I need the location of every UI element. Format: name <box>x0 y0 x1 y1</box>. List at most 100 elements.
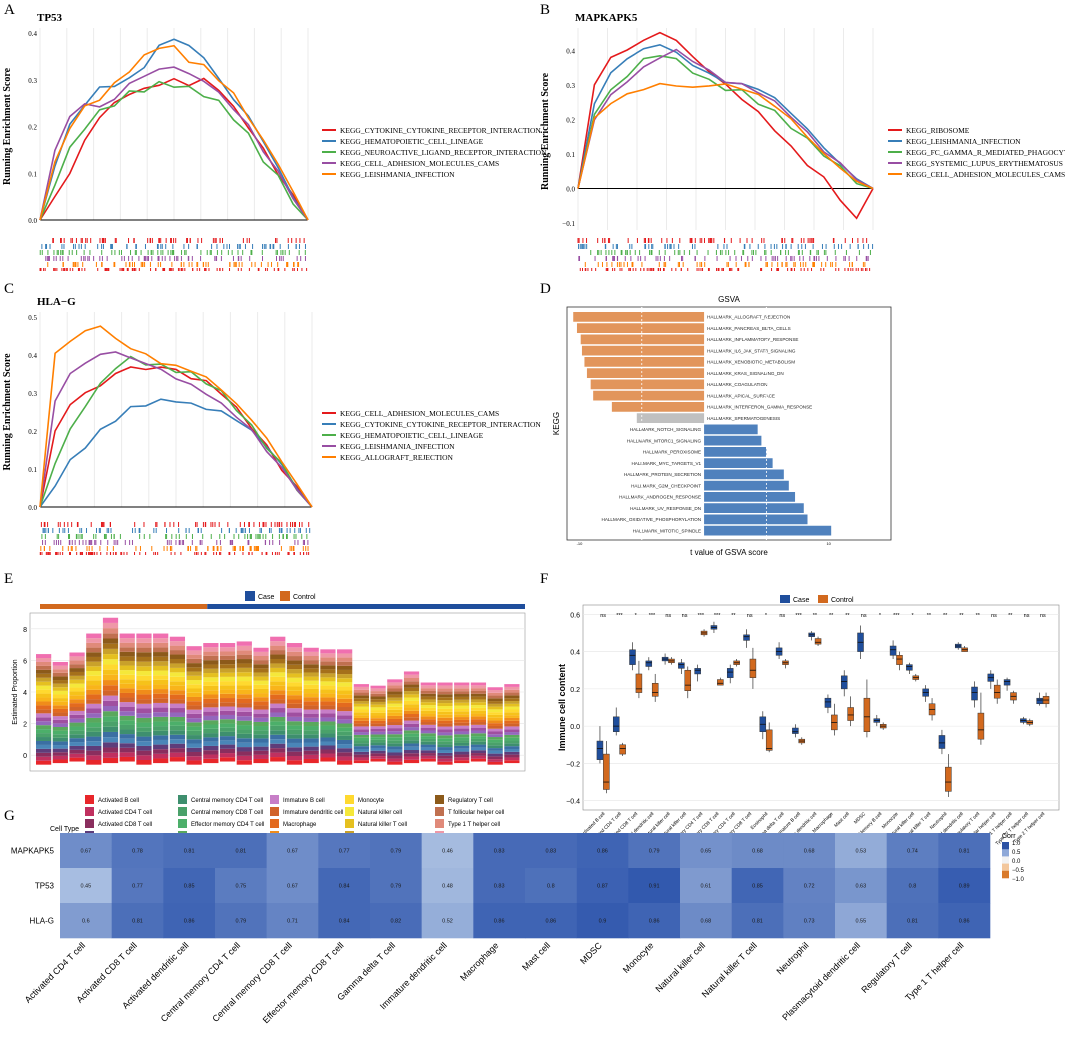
stack-segment <box>353 726 369 730</box>
box <box>612 716 620 732</box>
legend-key <box>270 819 279 828</box>
cell-value: 0.86 <box>494 919 505 925</box>
stack-segment <box>320 737 336 742</box>
stack-segment <box>487 698 503 702</box>
stack-segment <box>320 701 336 706</box>
stack-segment <box>454 702 470 706</box>
box <box>743 634 750 641</box>
stack-segment <box>136 675 152 681</box>
stack-segment <box>253 746 269 751</box>
stack-segment <box>504 695 520 699</box>
stack-segment <box>36 721 52 726</box>
legend-key-control <box>280 591 290 601</box>
pathway-label: HALLMARK_PEROXISOME <box>643 450 701 455</box>
stack-segment <box>504 723 520 727</box>
stack-segment <box>203 715 219 721</box>
stack-segment <box>353 740 369 744</box>
stack-segment <box>186 696 202 702</box>
stack-segment <box>69 671 85 676</box>
significance-label: ** <box>731 613 736 619</box>
cell-value: 0.68 <box>804 849 815 855</box>
heat-cell <box>266 903 319 939</box>
stack-segment <box>470 710 487 714</box>
stack-segment <box>219 727 236 732</box>
heat-cell <box>680 903 732 939</box>
stack-segment <box>320 657 336 662</box>
stack-segment <box>136 703 152 709</box>
stack-segment <box>370 753 386 757</box>
stack-segment <box>69 707 85 711</box>
legend-tick: 0.5 <box>1012 850 1021 856</box>
legend-label: Natural killer cell <box>358 810 402 816</box>
pathway-label: HALLMARK_MYC_TARGETS_V1 <box>631 461 701 466</box>
stack-segment <box>487 687 503 691</box>
heat-cell <box>938 903 991 939</box>
column-label: MDSC <box>578 940 604 966</box>
stack-segment <box>353 732 369 735</box>
stack-segment <box>387 694 403 698</box>
stack-segment <box>454 717 470 720</box>
stack-segment <box>236 659 252 664</box>
stack-segment <box>52 737 68 742</box>
legend-color-band <box>1002 870 1009 879</box>
stack-segment <box>69 710 85 715</box>
stack-segment <box>487 714 503 718</box>
stack-segment <box>219 676 236 682</box>
stack-segment <box>353 689 369 693</box>
significance-label: ** <box>829 613 834 619</box>
stack-segment <box>203 694 219 699</box>
stack-segment <box>119 638 135 643</box>
row-label: MAPKAPK5 <box>11 847 55 856</box>
stack-segment <box>437 694 453 698</box>
stack-segment <box>470 750 487 754</box>
heat-cell <box>318 903 371 939</box>
stack-segment <box>86 694 102 700</box>
legend-label: KEGG_SYSTEMIC_LUPUS_ERYTHEMATOSUS <box>906 159 1063 168</box>
box <box>863 697 871 732</box>
stack-segment <box>36 748 52 753</box>
stack-segment <box>136 652 152 657</box>
stack-segment <box>153 730 169 736</box>
stack-segment <box>454 714 470 718</box>
stack-segment <box>286 682 303 687</box>
stack-segment <box>470 747 487 751</box>
stack-segment <box>470 685 487 689</box>
stack-segment <box>219 668 236 673</box>
box <box>938 735 946 749</box>
stack-segment <box>203 690 219 695</box>
stack-segment <box>36 661 52 666</box>
stack-segment <box>487 753 503 757</box>
stack-segment <box>219 689 236 694</box>
stack-segment <box>387 688 403 692</box>
stack-segment <box>253 709 269 714</box>
stack-segment <box>36 733 52 738</box>
stack-segment <box>420 707 436 711</box>
stack-segment <box>437 755 453 759</box>
y-tick-label: 0.3 <box>566 82 575 90</box>
gsva-bar <box>611 402 705 412</box>
cell-value: 0.79 <box>649 849 660 855</box>
stack-segment <box>286 760 303 765</box>
stack-segment <box>270 672 286 677</box>
cell-value: 0.81 <box>752 919 763 925</box>
stack-segment <box>403 740 420 744</box>
heat-cell <box>938 868 991 904</box>
stack-segment <box>370 715 386 719</box>
significance-label: *** <box>795 613 802 619</box>
x-tick-label: Type 2 T helper cell <box>1013 811 1047 845</box>
stack-segment <box>353 717 369 721</box>
stack-segment <box>69 660 85 665</box>
stack-segment <box>119 715 135 721</box>
y-tick-label: 0.2 <box>28 428 37 436</box>
stack-segment <box>153 638 169 643</box>
legend-label-case: Case <box>258 594 274 601</box>
stack-segment <box>470 753 487 756</box>
stack-segment <box>102 731 119 738</box>
stack-segment <box>370 701 386 705</box>
box <box>1036 697 1043 705</box>
x-tick-label: Mast cell <box>833 811 851 829</box>
stack-segment <box>102 726 119 732</box>
cell-value: 0.8 <box>547 884 555 890</box>
cell-value: 0.52 <box>442 919 453 925</box>
stack-segment <box>102 617 119 623</box>
